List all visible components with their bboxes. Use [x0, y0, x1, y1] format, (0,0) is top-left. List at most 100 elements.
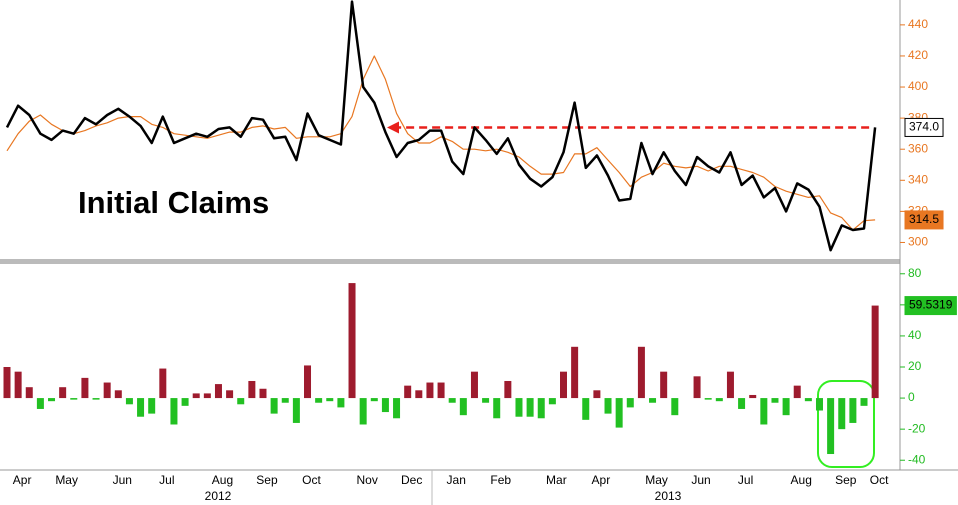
- bar: [649, 398, 657, 403]
- bar: [738, 398, 746, 409]
- bar: [749, 394, 757, 399]
- bar: [459, 398, 467, 416]
- x-tick-label: Sep: [256, 473, 278, 487]
- x-tick-label: Oct: [302, 473, 321, 487]
- x-tick-label: Oct: [870, 473, 889, 487]
- bar: [671, 398, 679, 416]
- bar: [571, 346, 579, 399]
- bar: [827, 398, 835, 455]
- bar: [304, 365, 312, 399]
- value-label-box: [904, 117, 944, 137]
- bar: [604, 398, 612, 414]
- y-tick-label: 80: [908, 266, 922, 280]
- value-label-box: [904, 296, 957, 316]
- chart-annotation: Initial Claims: [78, 185, 269, 220]
- bar: [326, 398, 334, 402]
- bar: [70, 398, 78, 400]
- x-tick-label: Aug: [212, 473, 233, 487]
- bar: [426, 382, 434, 399]
- bar: [626, 398, 634, 408]
- highlight-ellipse: [817, 380, 875, 468]
- bar: [771, 398, 779, 403]
- y-tick-label: 0: [908, 390, 915, 404]
- bar: [437, 382, 445, 399]
- bar: [415, 390, 423, 399]
- bar: [782, 398, 790, 416]
- bar: [36, 398, 44, 409]
- bar: [25, 387, 33, 399]
- bar: [593, 390, 601, 399]
- bar: [537, 398, 545, 419]
- bar: [871, 305, 879, 399]
- year-label: 2012: [205, 489, 232, 503]
- bar: [237, 398, 245, 405]
- bar: [259, 388, 267, 399]
- bar: [114, 390, 122, 399]
- y-tick-label: 40: [908, 328, 922, 342]
- bar: [849, 398, 857, 423]
- bar: [448, 398, 456, 403]
- x-tick-label: Feb: [490, 473, 511, 487]
- x-tick-label: Jun: [691, 473, 710, 487]
- bar: [693, 376, 701, 399]
- y-tick-label: 20: [908, 359, 922, 373]
- bar: [482, 398, 490, 403]
- bar: [637, 346, 645, 399]
- x-tick-label: Sep: [835, 473, 857, 487]
- bar: [660, 371, 668, 399]
- bar: [281, 398, 289, 403]
- y-tick-label: 300: [908, 235, 928, 249]
- bar: [270, 398, 278, 414]
- bar: [81, 377, 89, 399]
- bar: [337, 398, 345, 408]
- bar: [14, 371, 22, 399]
- bar: [548, 398, 556, 405]
- bar: [370, 398, 378, 402]
- bar: [92, 398, 100, 400]
- y-tick-label: 360: [908, 141, 928, 155]
- bar: [203, 393, 211, 399]
- arrow-head: [387, 121, 399, 134]
- bar: [615, 398, 623, 428]
- value-label-box: [904, 210, 944, 230]
- bar: [214, 384, 222, 399]
- bar: [103, 382, 111, 399]
- bar: [148, 398, 156, 414]
- year-label: 2013: [655, 489, 682, 503]
- bar: [470, 371, 478, 399]
- bar: [582, 398, 590, 420]
- series-line: [6, 55, 876, 231]
- x-tick-label: Mar: [546, 473, 567, 487]
- y-tick-label: -20: [908, 421, 926, 435]
- bar: [860, 398, 868, 406]
- panel-divider: [0, 259, 900, 264]
- bar: [159, 368, 167, 399]
- series-line: [5, 0, 877, 252]
- y-tick-label: 400: [908, 79, 928, 93]
- bar: [515, 398, 523, 417]
- bar: [815, 398, 823, 411]
- bar: [359, 398, 367, 425]
- bar: [315, 398, 323, 403]
- x-tick-label: Dec: [401, 473, 422, 487]
- bar: [715, 398, 723, 402]
- bar: [248, 380, 256, 399]
- bar: [137, 398, 145, 417]
- bar: [404, 385, 412, 399]
- bar: [348, 283, 356, 399]
- bar: [381, 398, 389, 413]
- x-tick-label: Nov: [356, 473, 377, 487]
- y-tick-label: 420: [908, 48, 928, 62]
- x-tick-label: Aug: [791, 473, 812, 487]
- bar: [48, 398, 56, 402]
- bar: [226, 390, 234, 399]
- x-tick-label: Jan: [447, 473, 466, 487]
- bar: [192, 393, 200, 399]
- bar: [170, 398, 178, 425]
- bar: [838, 398, 846, 430]
- bar: [804, 398, 812, 402]
- value-label: 59.5319: [909, 298, 953, 312]
- bar: [760, 398, 768, 425]
